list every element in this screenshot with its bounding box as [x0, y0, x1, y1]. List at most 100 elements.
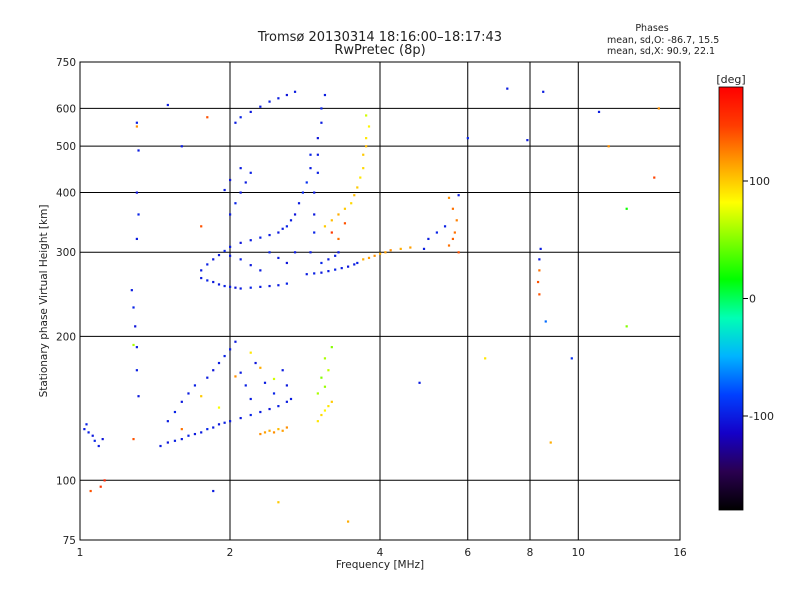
data-point: [316, 171, 319, 174]
data-point: [212, 369, 215, 372]
data-point: [320, 261, 323, 265]
data-point: [316, 137, 319, 140]
data-point: [597, 110, 601, 114]
data-point: [277, 97, 280, 100]
data-point: [625, 325, 628, 328]
data-point: [365, 145, 368, 148]
data-point: [187, 392, 190, 395]
data-point: [427, 237, 430, 241]
stats-x-mode: mean, sd,X: 90.9, 22.1: [607, 46, 715, 57]
stats-heading: Phases: [635, 23, 668, 34]
data-point: [356, 261, 359, 265]
y-tick-label: 400: [56, 187, 76, 199]
data-point: [249, 397, 252, 401]
data-point: [229, 254, 232, 257]
data-point: [320, 107, 323, 110]
data-point: [135, 191, 138, 194]
data-point: [249, 413, 252, 417]
tick-layer: 1 2 4 6 8 10 16 75 100 200 300 400 500 600 750: [56, 57, 687, 559]
data-point: [277, 428, 280, 431]
data-point: [272, 392, 276, 395]
data-point: [173, 439, 177, 442]
data-point: [285, 261, 288, 265]
data-point: [180, 400, 183, 403]
data-point: [239, 116, 242, 119]
data-point: [305, 181, 308, 184]
data-point: [249, 286, 252, 289]
data-point: [297, 202, 301, 205]
data-point: [367, 256, 371, 260]
data-point: [268, 284, 271, 288]
data-point: [285, 225, 288, 228]
data-point: [277, 405, 280, 408]
data-point: [206, 428, 209, 431]
data-point: [234, 121, 237, 124]
data-point: [409, 246, 412, 249]
data-point: [316, 420, 319, 423]
data-point: [526, 139, 529, 142]
data-point: [285, 426, 288, 429]
y-tick-label: 75: [63, 535, 76, 547]
data-point: [350, 202, 353, 205]
x-tick-label: 10: [572, 547, 585, 559]
stats-o-mode: mean, sd,O: -86.7, 15.5: [607, 35, 719, 46]
grid-layer: [80, 62, 680, 540]
data-point: [330, 400, 333, 403]
data-point: [91, 434, 94, 437]
data-point: [313, 191, 316, 194]
data-point: [435, 231, 438, 234]
data-point: [285, 93, 288, 97]
colorbar-tick-label: 100: [749, 175, 770, 188]
colorbar-label: [deg]: [716, 73, 745, 86]
data-point: [135, 125, 138, 128]
data-point: [234, 202, 237, 205]
data-point: [87, 431, 90, 434]
data-point: [346, 265, 350, 268]
data-point: [254, 361, 257, 365]
data-point: [268, 407, 271, 411]
data-point: [323, 409, 327, 412]
data-point: [281, 429, 284, 432]
colorbar: [718, 86, 744, 511]
chart-title: Tromsø 20130314 18:16:00–18:17:43: [257, 30, 502, 45]
data-point: [337, 251, 340, 254]
data-point: [268, 100, 271, 103]
x-tick-label: 16: [673, 547, 687, 559]
data-point: [277, 256, 280, 260]
data-point: [337, 237, 340, 241]
data-point: [451, 207, 455, 210]
data-point: [159, 444, 162, 448]
y-tick-label: 200: [56, 331, 76, 343]
data-point: [536, 280, 540, 284]
data-point: [229, 178, 232, 182]
data-point: [217, 283, 221, 286]
data-point: [293, 213, 297, 216]
x-tick-label: 4: [377, 547, 384, 559]
data-point: [544, 320, 547, 323]
data-point: [285, 400, 288, 403]
chart-subtitle: RwPretec (8p): [334, 43, 425, 58]
data-point: [538, 293, 541, 296]
data-point: [277, 501, 280, 504]
data-point: [272, 377, 276, 381]
data-point: [244, 384, 247, 387]
data-point: [234, 286, 237, 289]
data-point: [353, 194, 356, 197]
data-point: [447, 196, 451, 199]
data-point: [343, 222, 347, 225]
y-tick-label: 500: [56, 141, 76, 153]
data-point: [549, 441, 552, 444]
data-point: [330, 346, 333, 349]
data-point: [539, 247, 542, 250]
data-point: [453, 231, 456, 234]
data-point: [132, 306, 135, 309]
data-point: [327, 258, 330, 261]
x-tick-label: 8: [527, 547, 534, 559]
data-point: [249, 239, 252, 242]
data-point: [132, 343, 135, 347]
data-point: [455, 219, 458, 222]
y-tick-label: 750: [56, 57, 76, 69]
data-point: [239, 371, 242, 374]
data-point: [330, 219, 333, 222]
